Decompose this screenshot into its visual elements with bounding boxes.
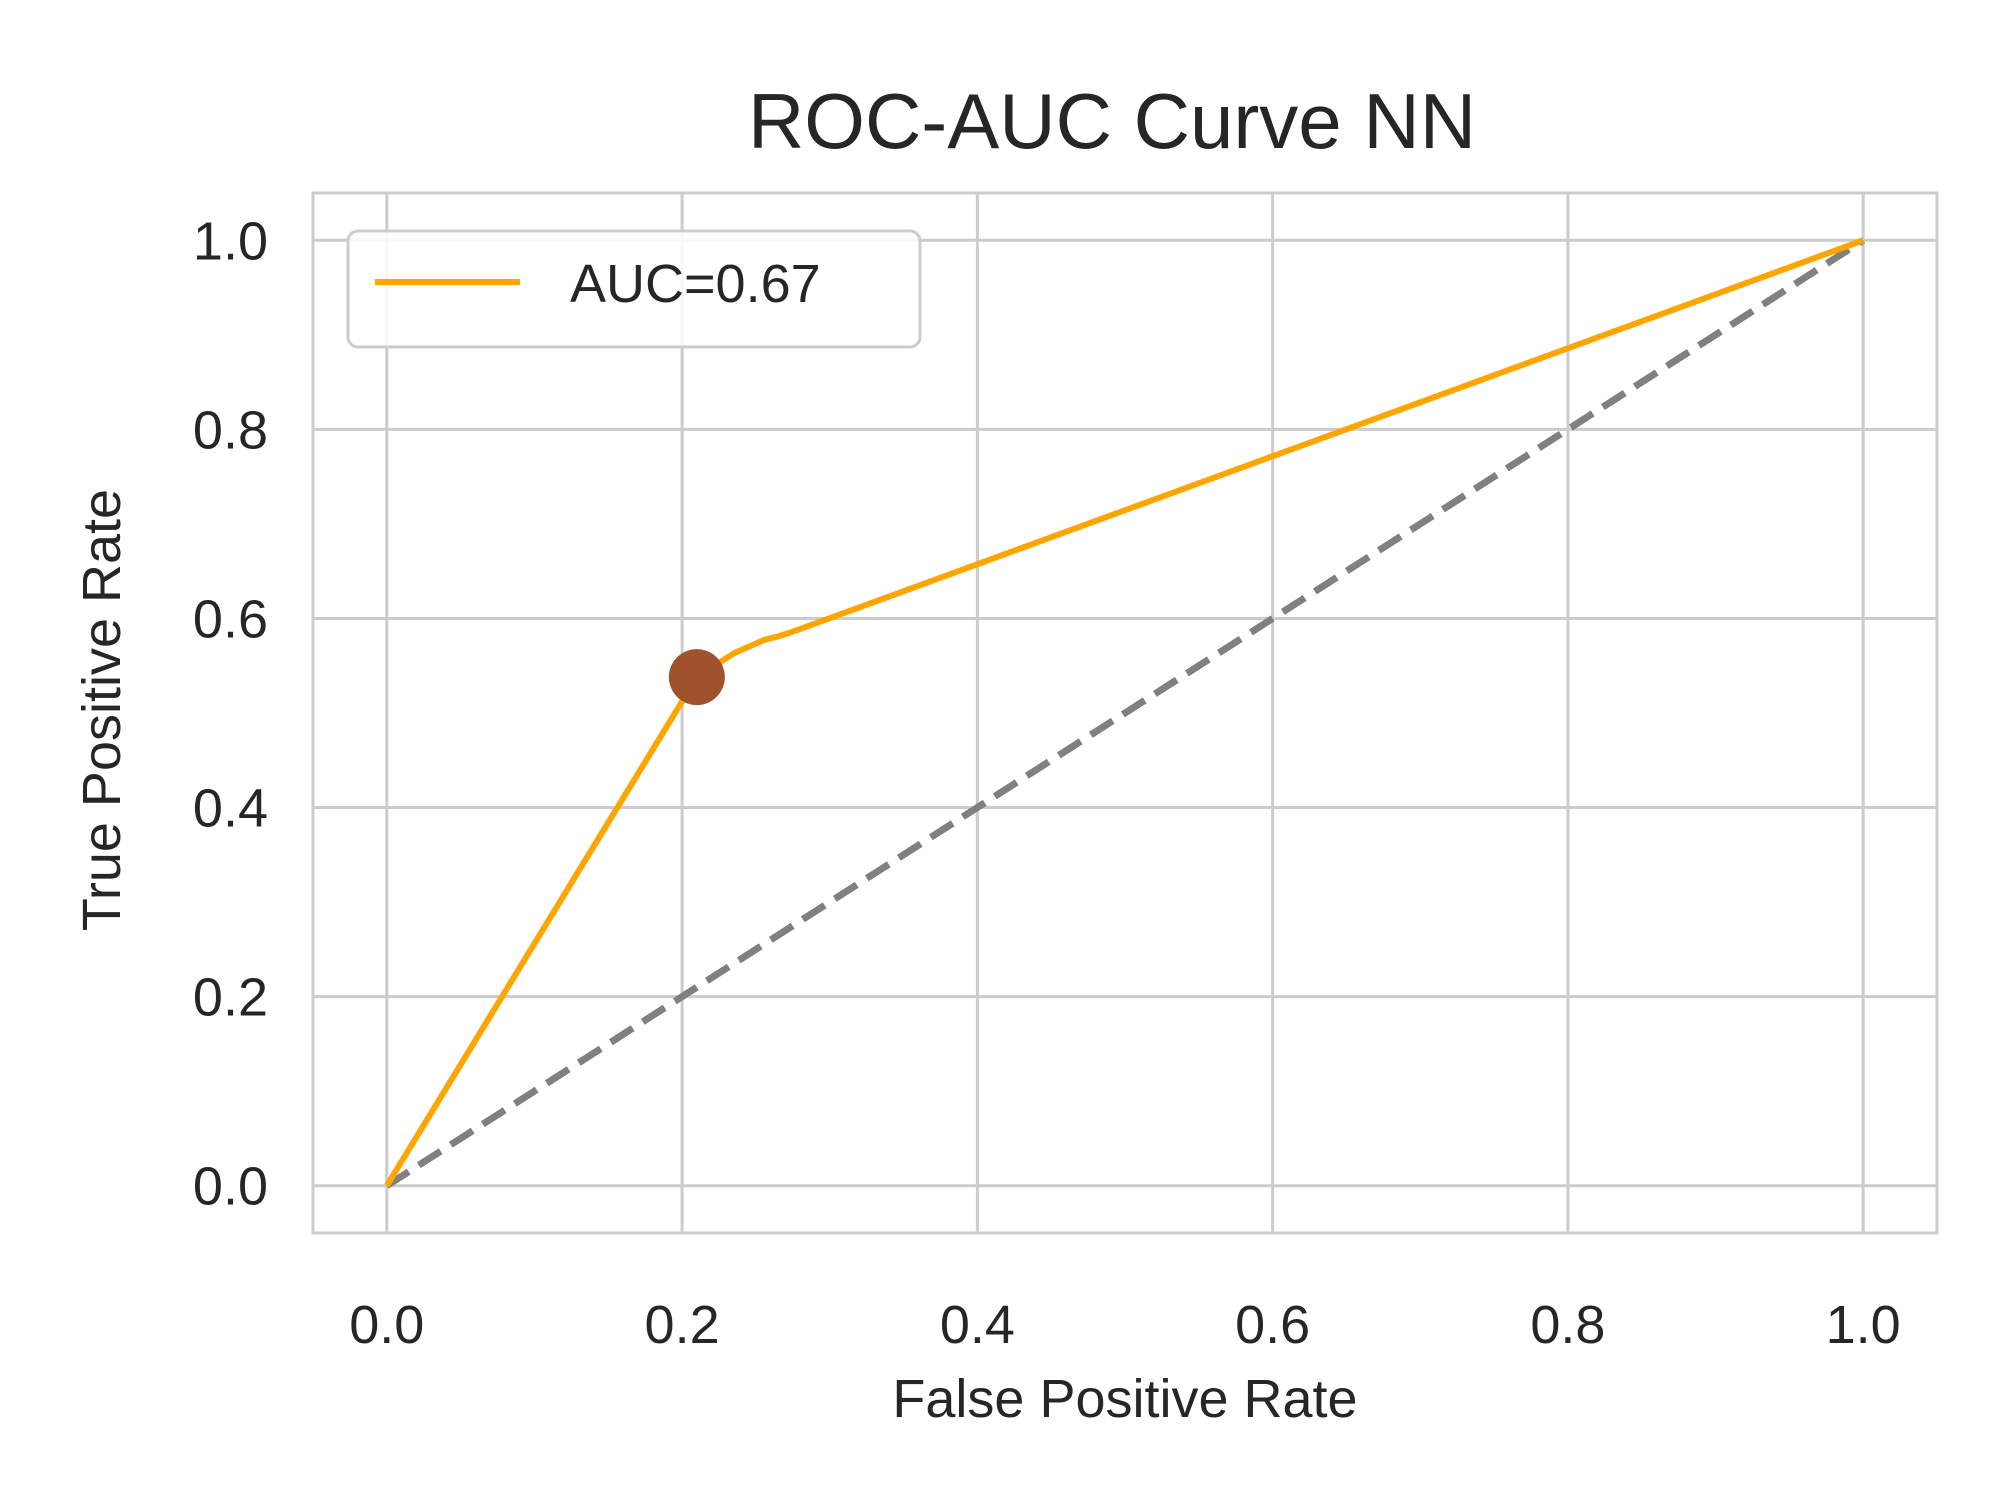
y-tick-label: 0.0 <box>193 1157 268 1217</box>
x-tick-label: 0.2 <box>645 1295 720 1355</box>
y-tick-label: 0.6 <box>193 589 268 649</box>
y-tick-label: 0.2 <box>193 968 268 1028</box>
chart-title: ROC-AUC Curve NN <box>748 77 1476 165</box>
chance-diagonal-line <box>384 237 1866 1189</box>
y-axis-label: True Positive Rate <box>72 489 132 931</box>
x-axis-label: False Positive Rate <box>892 1369 1357 1429</box>
plot-frame <box>311 191 1939 1235</box>
y-tick-label: 1.0 <box>193 211 268 271</box>
x-tick-label: 1.0 <box>1826 1295 1901 1355</box>
x-tick-label: 0.0 <box>349 1295 424 1355</box>
legend: AUC=0.67 <box>346 229 922 349</box>
legend-box <box>346 229 922 349</box>
legend-label: AUC=0.67 <box>570 254 821 314</box>
tick-labels: 0.0 0.2 0.4 0.6 0.8 1.0 0.0 0.2 0.4 0.6 0.8 1.0 <box>193 211 1901 1355</box>
y-tick-label: 0.4 <box>193 779 268 839</box>
x-tick-label: 0.8 <box>1530 1295 1605 1355</box>
x-tick-label: 0.6 <box>1235 1295 1310 1355</box>
y-tick-label: 0.8 <box>193 400 268 460</box>
marker-group <box>668 649 725 706</box>
x-tick-label: 0.4 <box>940 1295 1015 1355</box>
optimal-threshold-marker <box>668 649 725 706</box>
